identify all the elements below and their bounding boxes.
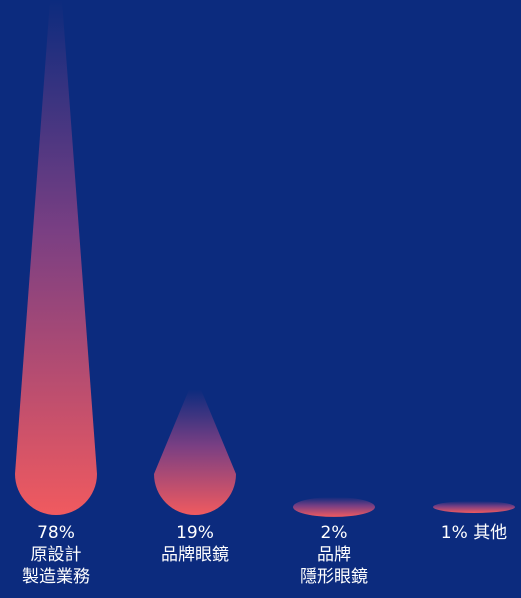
category-name-3-line-0: 其他 <box>473 523 508 543</box>
category-name-0-line-0: 原設計 <box>30 545 82 565</box>
value-label-3: 1% <box>440 523 468 543</box>
category-name-0-line-1: 製造業務 <box>22 567 90 587</box>
bar-2 <box>293 497 375 517</box>
bar-0 <box>15 0 97 515</box>
category-label-3: 1% 其他 <box>414 522 521 544</box>
category-label-0: 78% 原設計 製造業務 <box>0 522 116 588</box>
bar-1 <box>154 389 236 515</box>
value-label-1: 19% <box>176 523 214 543</box>
bar-3 <box>433 501 515 513</box>
value-label-2: 2% <box>320 523 348 543</box>
category-label-1: 19% 品牌眼鏡 <box>135 522 255 566</box>
category-name-1-line-0: 品牌眼鏡 <box>161 545 229 565</box>
category-label-2: 2% 品牌 隱形眼鏡 <box>274 522 394 588</box>
category-name-2-line-1: 隱形眼鏡 <box>300 567 368 587</box>
value-label-0: 78% <box>37 523 75 543</box>
value-label-3-and-name: 1% 其他 <box>414 522 521 544</box>
category-name-2-line-0: 品牌 <box>317 545 351 565</box>
